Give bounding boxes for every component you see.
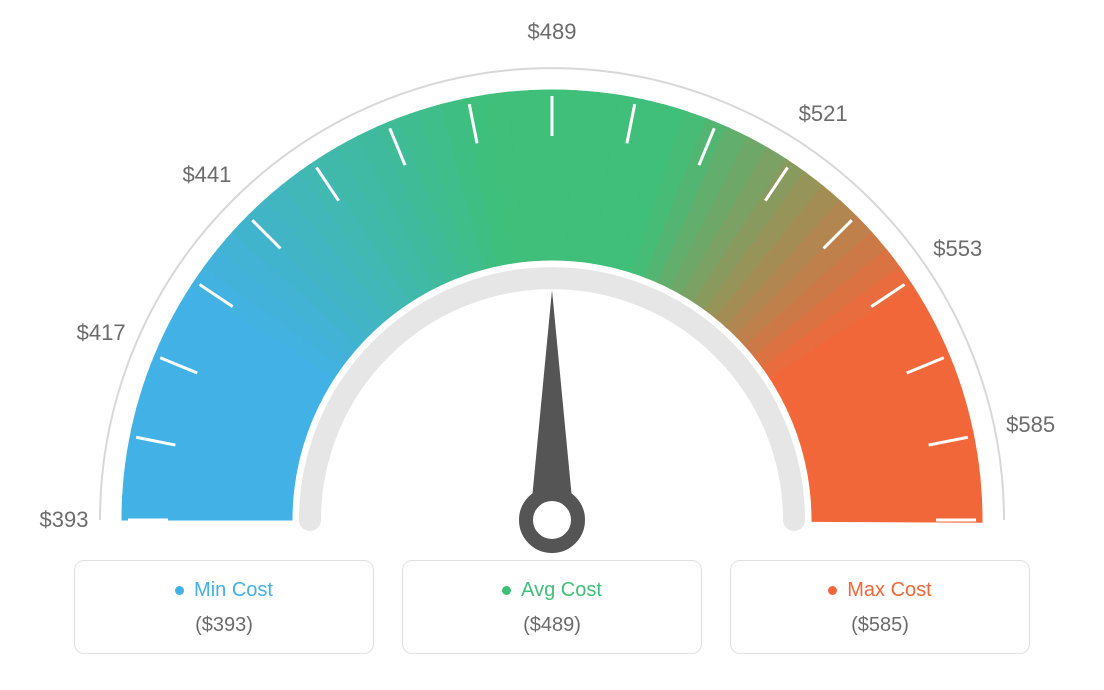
legend-title-avg: Avg Cost	[502, 579, 602, 602]
dot-min	[175, 586, 184, 595]
legend-label-max: Max Cost	[847, 579, 931, 602]
gauge-svg	[0, 0, 1104, 560]
legend-label-avg: Avg Cost	[521, 579, 602, 602]
needle-hub	[526, 494, 578, 546]
gauge-chart: $393 $417 $441 $489 $521 $553 $585	[0, 0, 1104, 560]
legend-label-min: Min Cost	[194, 579, 273, 602]
legend-card-min: Min Cost ($393)	[74, 560, 374, 654]
legend-value-max: ($585)	[741, 614, 1019, 637]
legend-card-avg: Avg Cost ($489)	[402, 560, 702, 654]
tick-label: $417	[77, 320, 126, 346]
tick-label: $393	[40, 507, 89, 533]
needle	[530, 290, 574, 520]
legend-title-max: Max Cost	[828, 579, 931, 602]
tick-label: $553	[933, 236, 982, 262]
tick-label: $441	[182, 162, 231, 188]
dot-avg	[502, 586, 511, 595]
legend-value-min: ($393)	[85, 614, 363, 637]
tick-label: $585	[1006, 412, 1055, 438]
legend-value-avg: ($489)	[413, 614, 691, 637]
tick-label: $521	[799, 101, 848, 127]
legend-card-max: Max Cost ($585)	[730, 560, 1030, 654]
tick-label: $489	[528, 19, 577, 45]
legend-row: Min Cost ($393) Avg Cost ($489) Max Cost…	[0, 560, 1104, 654]
dot-max	[828, 586, 837, 595]
legend-title-min: Min Cost	[175, 579, 273, 602]
